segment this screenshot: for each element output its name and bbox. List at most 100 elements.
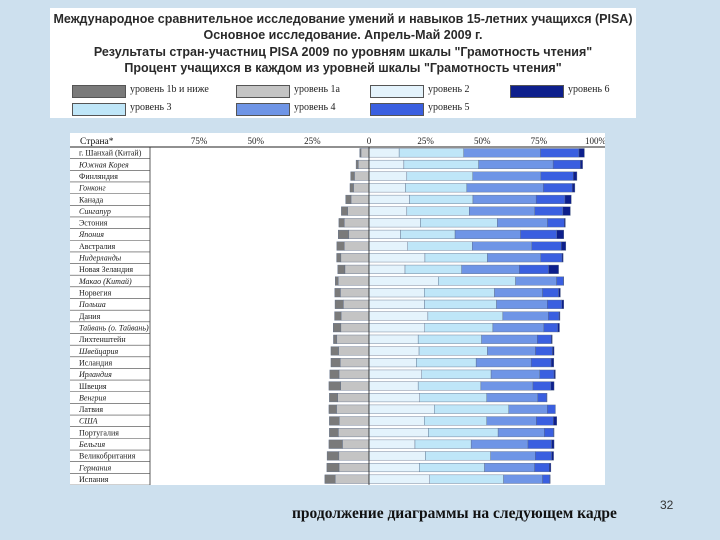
bar-segment: [340, 253, 370, 263]
bar-segment: [326, 462, 340, 473]
bar-segment: [341, 206, 348, 216]
bar-segment: [486, 416, 537, 426]
bar-segment: [535, 346, 553, 356]
legend-label-level-1b: уровень 1b и ниже: [130, 84, 209, 95]
bar-segment: [335, 474, 370, 484]
bar-segment: [340, 311, 370, 321]
bar-segment: [330, 346, 339, 356]
legend-swatch-level-2: [370, 85, 424, 98]
bar-segment: [530, 358, 552, 368]
bar-segment: [368, 346, 420, 356]
bar-segment: [531, 241, 562, 251]
bar-segment: [409, 194, 474, 204]
bar-segment: [547, 218, 565, 228]
country-label: Испания: [79, 475, 109, 484]
bar-segment: [360, 148, 370, 158]
bar-segment: [553, 369, 556, 379]
bar-segment: [480, 381, 534, 391]
bar-segment: [354, 171, 370, 181]
bar-segment: [425, 451, 491, 461]
bar-segment: [337, 393, 370, 403]
legend-label-level-2: уровень 2: [428, 84, 470, 95]
bar-segment: [424, 299, 497, 309]
country-label: Нидерланды: [78, 254, 122, 263]
bar-segment: [328, 439, 343, 449]
bar-segment: [345, 194, 352, 204]
bar-segment: [463, 148, 541, 158]
bar-segment: [368, 276, 439, 286]
bar-segment: [338, 451, 370, 461]
bar-segment: [481, 334, 538, 344]
bar-segment: [368, 148, 400, 158]
legend-label-level-1a: уровень 1а: [294, 84, 340, 95]
bar-segment: [424, 323, 494, 333]
bar-segment: [406, 206, 470, 216]
country-label: Канада: [79, 195, 104, 204]
country-label: Япония: [78, 230, 104, 239]
bar-segment: [333, 334, 338, 344]
bar-segment: [537, 393, 548, 403]
bar-segment: [484, 462, 535, 473]
bar-segment: [368, 171, 408, 181]
bar-segment: [368, 218, 421, 228]
subtitle-results: Результаты стран-участниц PISA 2009 по у…: [93, 45, 593, 59]
bar-segment: [349, 183, 354, 193]
bar-segment: [515, 276, 557, 286]
bar-segment: [336, 253, 342, 263]
axis-tick-label: 0: [367, 136, 372, 146]
country-label: Германия: [78, 463, 112, 472]
bar-segment: [368, 241, 408, 251]
legend-swatch-level-6: [510, 85, 564, 98]
bar-segment: [542, 288, 559, 298]
bar-segment: [368, 462, 420, 473]
bar-segment: [564, 218, 566, 228]
bar-segment: [344, 218, 370, 228]
bar-segment: [454, 229, 521, 239]
bar-segment: [539, 369, 555, 379]
country-label: Новая Зеландия: [79, 265, 133, 274]
bar-segment: [368, 183, 406, 193]
bar-segment: [406, 171, 473, 181]
bar-segment: [534, 462, 550, 473]
bar-segment: [561, 253, 564, 263]
country-label: Финляндия: [79, 172, 118, 181]
bar-segment: [527, 439, 552, 449]
country-label: Норвегия: [79, 289, 112, 298]
legend-swatch-level-3: [72, 103, 126, 116]
bar-segment: [542, 474, 550, 484]
bar-segment: [438, 276, 516, 286]
bar-segment: [561, 299, 564, 309]
bar-segment: [558, 311, 561, 321]
bar-segment: [519, 264, 549, 274]
bar-segment: [552, 346, 555, 356]
bar-segment: [496, 299, 548, 309]
bar-segment: [475, 358, 532, 368]
bar-segment: [552, 159, 581, 170]
axis-tick-label: 100%: [585, 136, 605, 146]
bar-segment: [535, 194, 566, 204]
bar-segment: [368, 439, 416, 449]
bar-segment: [368, 404, 435, 414]
axis-tick-label: 50%: [248, 136, 265, 146]
bar-segment: [338, 218, 345, 228]
bar-segment: [368, 416, 425, 426]
bar-segment: [534, 206, 564, 216]
bar-segment: [427, 311, 504, 321]
bar-segment: [487, 346, 536, 356]
bar-segment: [405, 183, 468, 193]
bar-segment: [544, 428, 554, 438]
bar-segment: [478, 159, 554, 170]
country-label: Швеция: [79, 382, 107, 391]
bar-segment: [551, 334, 553, 344]
bar-segment: [334, 299, 344, 309]
bar-segment: [407, 241, 473, 251]
bar-segment: [368, 299, 425, 309]
bar-segment: [339, 416, 370, 426]
bar-segment: [404, 264, 462, 274]
bar-segment: [368, 381, 419, 391]
bar-segment: [344, 264, 370, 274]
bar-segment: [428, 428, 499, 438]
country-label: Гонконг: [78, 184, 106, 193]
bar-segment: [492, 323, 545, 333]
bar-segment: [340, 358, 370, 368]
